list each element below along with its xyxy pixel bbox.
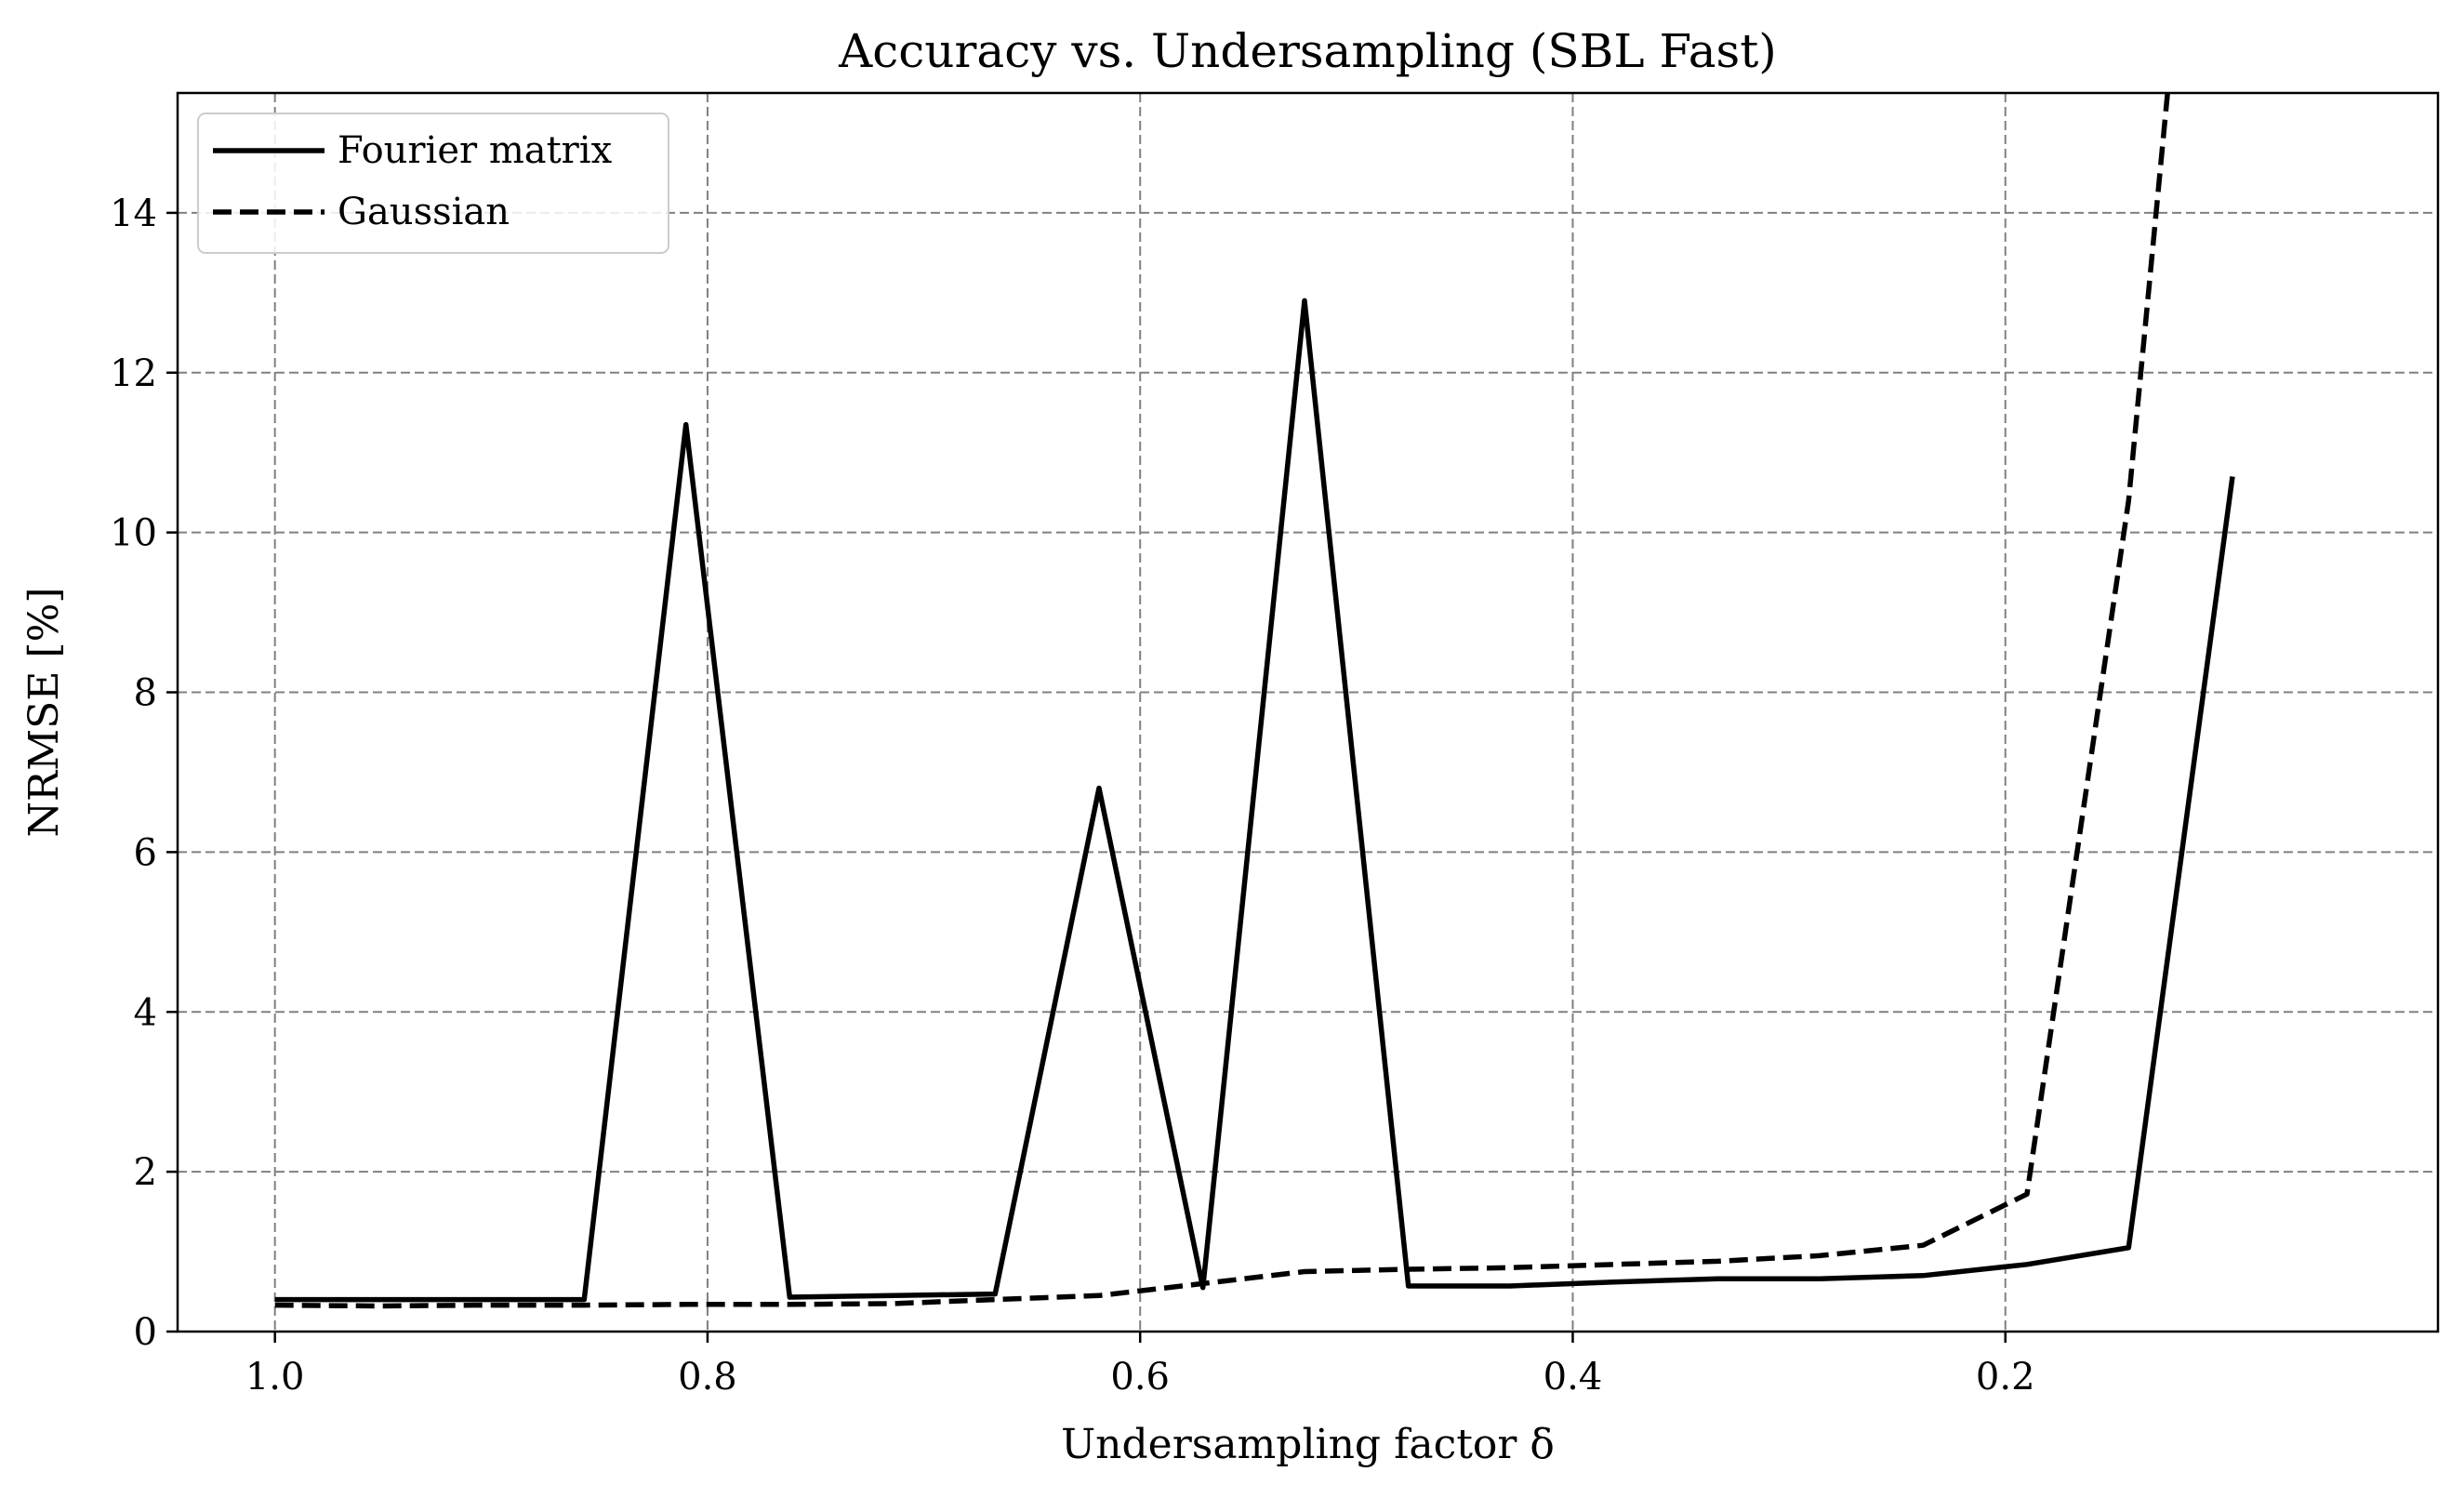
- legend-label: Gaussian: [338, 191, 510, 233]
- legend: Fourier matrix Gaussian: [197, 113, 669, 254]
- y-tick-label: 2: [134, 1151, 157, 1194]
- y-tick-label: 0: [134, 1311, 157, 1354]
- grid-lines: [178, 93, 2438, 1332]
- series-lines: [274, 93, 2235, 1309]
- x-tick-label: 0.4: [1543, 1356, 1603, 1399]
- axis-ticks: 1.0 0.8 0.6 0.4 0.2 0 2 4 6 8 10 12 14: [110, 192, 2034, 1399]
- y-tick-label: 12: [110, 352, 157, 395]
- series-line-gaussian: [274, 93, 2170, 1309]
- legend-label: Fourier matrix: [338, 129, 613, 172]
- y-tick-label: 8: [134, 672, 157, 715]
- x-tick-label: 0.2: [1976, 1356, 2035, 1399]
- series-line-fourier-matrix: [274, 298, 2235, 1303]
- y-axis-label: NRMSE [%]: [20, 587, 68, 837]
- chart-title: Accuracy vs. Undersampling (SBL Fast): [838, 24, 1777, 78]
- x-tick-label: 0.8: [678, 1356, 737, 1399]
- y-tick-label: 4: [134, 991, 157, 1034]
- y-tick-label: 14: [110, 192, 157, 235]
- x-tick-label: 1.0: [245, 1356, 305, 1399]
- x-axis-label: Undersampling factor δ: [1061, 1421, 1555, 1468]
- x-tick-label: 0.6: [1110, 1356, 1170, 1399]
- plot-frame: [176, 91, 2440, 1333]
- y-tick-label: 6: [134, 831, 157, 874]
- y-tick-label: 10: [110, 512, 157, 555]
